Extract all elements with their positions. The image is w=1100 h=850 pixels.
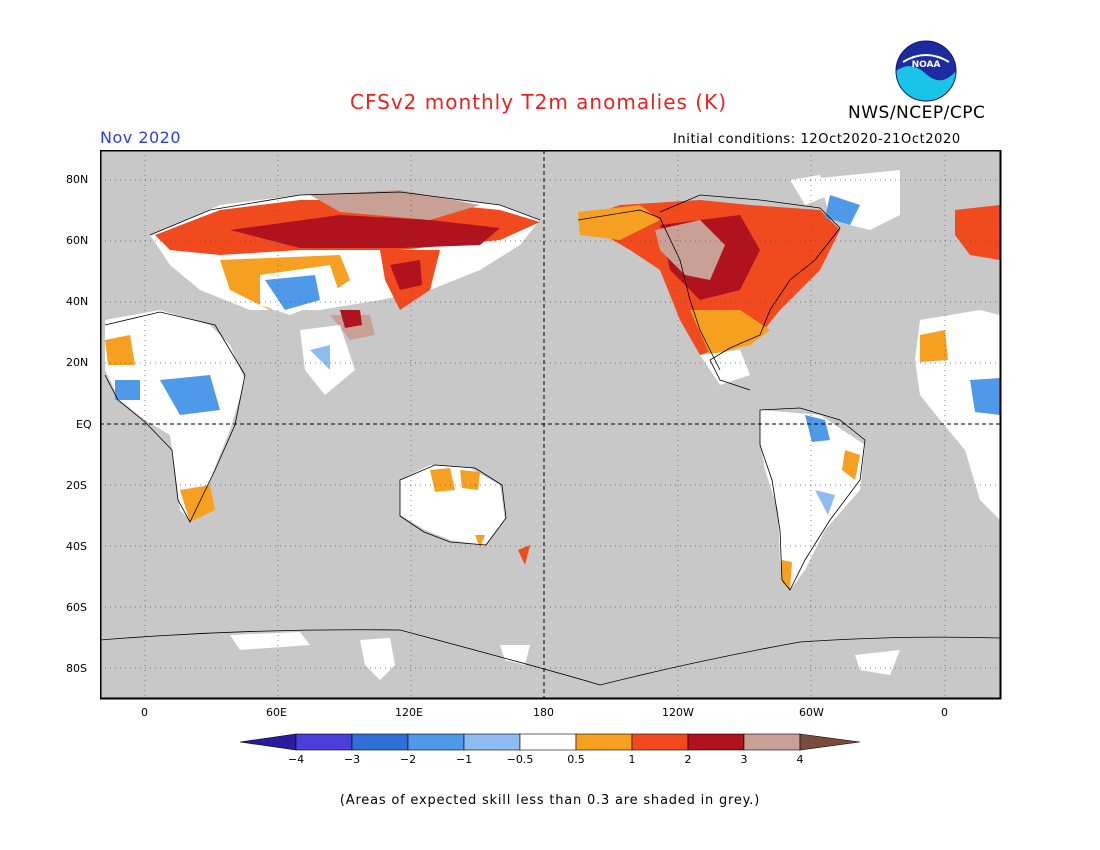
ytick-40n: 40N (66, 295, 89, 308)
anomaly-map (100, 150, 1002, 700)
ytick-20s: 20S (66, 479, 87, 492)
colorbar-label: 0.5 (567, 753, 585, 766)
forecast-month: Nov 2020 (100, 128, 182, 147)
antarctica-region (230, 632, 900, 680)
colorbar-bin (407, 733, 465, 751)
colorbar-label: −3 (343, 753, 361, 766)
colorbar-bin (463, 733, 521, 751)
colorbar-label: 3 (740, 753, 748, 766)
colorbar-bin (519, 733, 577, 751)
xtick-0-left: 0 (141, 706, 148, 719)
ytick-80s: 80S (66, 662, 87, 675)
graticule (100, 150, 1000, 698)
colorbar-label: −2 (399, 753, 417, 766)
noaa-logo: NOAA (895, 40, 957, 102)
xtick-120e: 120E (395, 706, 423, 719)
ytick-80n: 80N (66, 173, 89, 186)
colorbar-label: −1 (455, 753, 473, 766)
map-title: CFSv2 monthly T2m anomalies (K) (350, 90, 727, 114)
map-frame (100, 150, 1002, 700)
ytick-20n: 20N (66, 356, 89, 369)
colorbar-label: −4 (287, 753, 305, 766)
colorbar (239, 733, 861, 751)
africa-region-left (105, 310, 245, 522)
colorbar-bin (351, 733, 409, 751)
colorbar-label: −0.5 (506, 753, 534, 766)
colorbar-arrow-low (239, 733, 297, 751)
logo-text: NOAA (912, 60, 941, 70)
colorbar-label: 1 (628, 753, 636, 766)
ytick-40s: 40S (66, 540, 87, 553)
colorbar-bin (295, 733, 353, 751)
africa-region-right (915, 205, 1000, 520)
skill-footnote: (Areas of expected skill less than 0.3 a… (339, 793, 761, 808)
coastlines (100, 191, 1000, 686)
xtick-60w: 60W (799, 706, 824, 719)
xtick-180: 180 (533, 706, 554, 719)
eurasia-region (150, 190, 540, 395)
colorbar-label: 2 (684, 753, 692, 766)
xtick-0-right: 0 (941, 706, 948, 719)
colorbar-bin (743, 733, 801, 751)
colorbar-bin (631, 733, 689, 751)
ytick-60s: 60S (66, 601, 87, 614)
australia-region (400, 465, 530, 565)
colorbar-bin (687, 733, 745, 751)
colorbar-label: 4 (796, 753, 804, 766)
initial-conditions: Initial conditions: 12Oct2020-21Oct2020 (673, 132, 961, 147)
agency-label: NWS/NCEP/CPC (848, 103, 986, 123)
ytick-60n: 60N (66, 234, 89, 247)
xtick-120w: 120W (662, 706, 694, 719)
ytick-eq: EQ (76, 418, 92, 431)
colorbar-arrow-high (799, 733, 861, 751)
colorbar-bin (575, 733, 633, 751)
xtick-60e: 60E (266, 706, 287, 719)
